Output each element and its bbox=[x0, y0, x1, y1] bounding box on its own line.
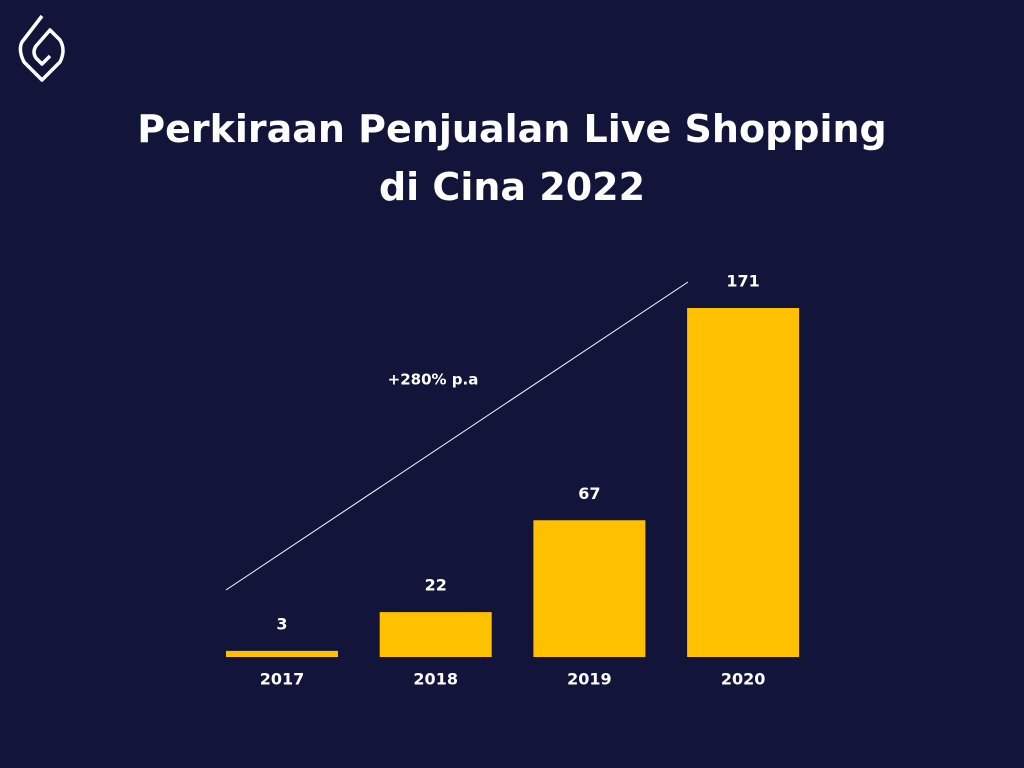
bar bbox=[226, 650, 338, 657]
chart-title: Perkiraan Penjualan Live Shopping di Cin… bbox=[137, 107, 887, 209]
x-tick-label: 2019 bbox=[567, 670, 612, 689]
value-label: 22 bbox=[425, 576, 447, 595]
x-tick-label: 2018 bbox=[413, 670, 458, 689]
value-label: 67 bbox=[578, 484, 600, 503]
bar bbox=[533, 520, 646, 657]
x-tick-label: 2017 bbox=[260, 670, 305, 689]
annotation: +280% p.a bbox=[388, 371, 479, 389]
trend-line bbox=[225, 281, 689, 591]
value-label: 171 bbox=[726, 272, 759, 291]
x-tick-label: 2020 bbox=[721, 670, 766, 689]
bar bbox=[379, 612, 492, 657]
logo bbox=[18, 14, 65, 82]
value-label: 3 bbox=[276, 614, 287, 633]
bar bbox=[687, 308, 800, 657]
